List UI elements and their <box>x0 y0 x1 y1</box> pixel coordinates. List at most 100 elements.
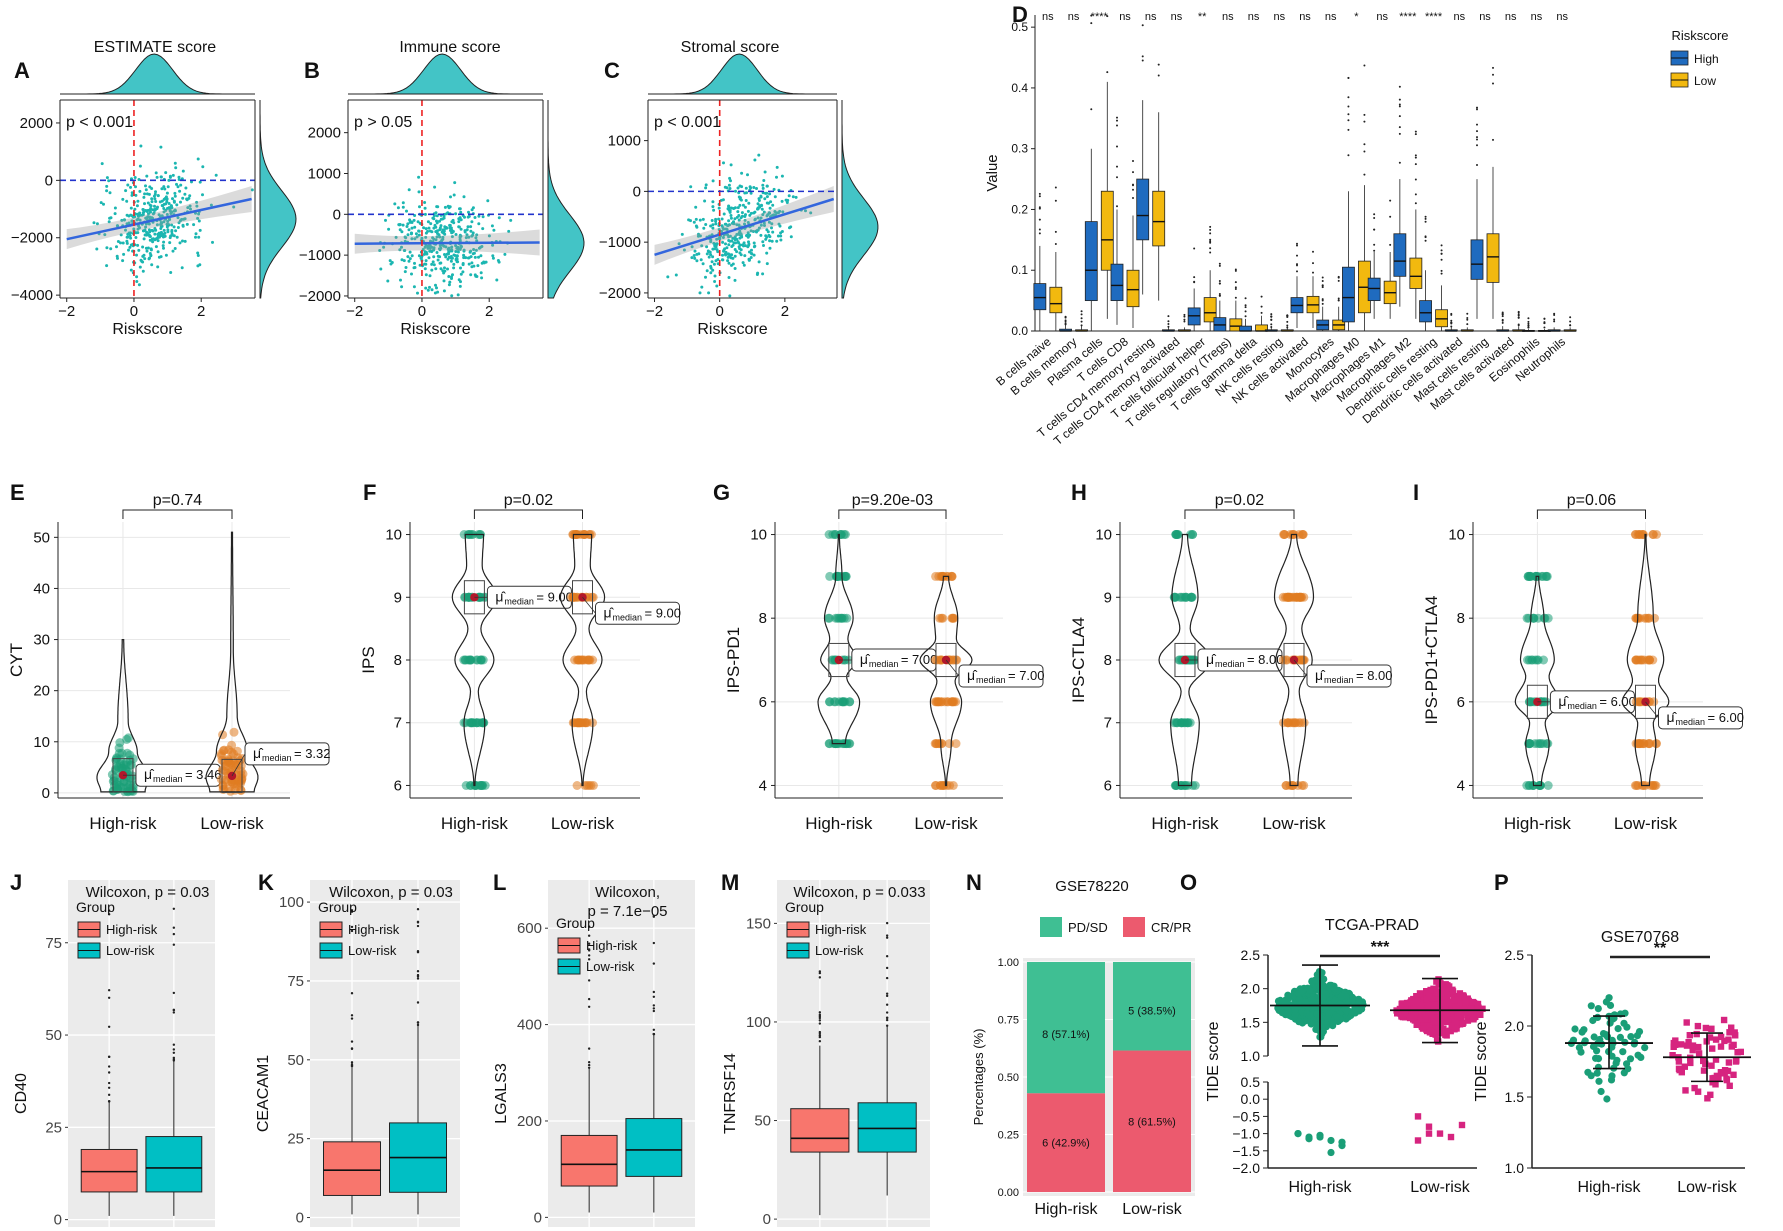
scatter-point <box>711 226 715 230</box>
scatter-point <box>746 209 750 213</box>
scatter-point <box>157 255 161 259</box>
scatter-point <box>457 225 461 229</box>
x-tick-label: High-risk <box>1504 814 1572 833</box>
outlier-point <box>1337 279 1340 282</box>
data-point <box>1305 1135 1313 1143</box>
outlier-point <box>1543 317 1546 320</box>
scatter-point <box>153 232 157 236</box>
jitter-point <box>1169 592 1179 602</box>
data-point <box>1309 996 1317 1004</box>
scatter-point <box>136 199 140 203</box>
scatter-point <box>690 256 694 260</box>
scatter-point <box>407 259 411 263</box>
significance-label: ns <box>1119 11 1131 23</box>
scatter-point <box>715 237 719 241</box>
scatter-point <box>757 226 761 230</box>
scatter-point <box>747 240 750 244</box>
legend-label: High-risk <box>106 922 158 937</box>
data-point <box>1612 1059 1620 1067</box>
jitter-point <box>1536 739 1546 749</box>
legend-label: Low-risk <box>106 943 155 958</box>
scatter-point <box>162 240 166 244</box>
scatter-point <box>161 244 165 248</box>
scatter-point <box>775 175 778 179</box>
scatter-point <box>416 220 420 224</box>
scatter-point <box>780 174 784 178</box>
scatter-point <box>775 239 779 243</box>
scatter-point <box>729 253 732 257</box>
scatter-point <box>712 241 716 245</box>
y-tick-label: −1.0 <box>1232 1126 1260 1142</box>
scatter-point <box>176 216 180 220</box>
outlier-point <box>107 996 111 999</box>
jitter-point <box>1279 530 1289 539</box>
outlier-point <box>587 958 591 961</box>
data-point <box>1726 1029 1733 1036</box>
data-point <box>1702 1024 1710 1032</box>
x-tick-label: −2 <box>646 303 663 320</box>
p-value: p < 0.001 <box>654 114 721 131</box>
scatter-point <box>428 249 432 253</box>
scatter-point <box>739 233 743 237</box>
significance-label: ns <box>1068 11 1080 23</box>
outlier-point <box>1244 315 1247 318</box>
scatter-point <box>156 239 160 243</box>
scatter-point <box>467 262 471 266</box>
data-point <box>1641 1044 1649 1052</box>
scatter-point <box>438 219 441 223</box>
scatter-point <box>714 219 718 223</box>
outlier-point <box>1414 178 1417 181</box>
scatter-point <box>424 286 428 290</box>
scatter-point <box>154 171 158 175</box>
scatter-point <box>765 262 769 266</box>
scatter-point <box>151 229 155 233</box>
scatter-point <box>438 226 442 230</box>
median-value: = 9.00 <box>645 605 682 620</box>
data-point <box>1614 1025 1622 1033</box>
scatter-point <box>477 222 481 226</box>
x-axis-label: Riskscore <box>112 321 182 338</box>
scatter-point <box>417 229 421 233</box>
x-tick-label: High-risk <box>1034 1201 1098 1218</box>
y-tick-label: 0 <box>42 785 50 802</box>
jitter-point <box>1278 655 1288 665</box>
data-point <box>1624 1065 1632 1073</box>
outlier-point <box>1492 138 1494 141</box>
panel-letter: H <box>1071 480 1087 505</box>
y-tick-label: 10 <box>33 734 50 751</box>
outlier-point <box>587 997 591 1001</box>
data-point <box>1319 981 1327 989</box>
outlier-point <box>1106 15 1109 18</box>
data-point <box>1721 1070 1728 1077</box>
scatter-point <box>440 239 443 243</box>
outlier-point <box>587 925 591 928</box>
scatter-point <box>491 254 495 258</box>
jitter-point <box>937 571 947 581</box>
outlier-point <box>1398 98 1401 101</box>
scatter-point <box>701 217 705 221</box>
outlier-point <box>587 979 591 982</box>
scatter-point <box>727 243 731 247</box>
bar-cr-pr <box>1113 1050 1191 1192</box>
outlier-point <box>1080 320 1083 323</box>
outlier-point <box>1347 128 1350 131</box>
significance-label: *** <box>1371 939 1390 956</box>
scatter-point <box>250 188 254 192</box>
outlier-point <box>1527 320 1530 323</box>
scatter-point <box>166 228 170 232</box>
scatter-point <box>703 199 707 203</box>
scatter-point <box>452 253 456 257</box>
scatter-point <box>163 187 167 191</box>
scatter-point <box>744 199 748 202</box>
scatter-point <box>477 214 481 218</box>
outlier-point <box>1440 244 1443 247</box>
jitter-point <box>1525 781 1535 790</box>
scatter-point <box>492 228 496 232</box>
scatter-point <box>390 261 394 264</box>
data-point <box>1424 988 1431 995</box>
scatter-point <box>201 193 204 197</box>
scatter-point <box>430 288 434 292</box>
outlier-point <box>1286 326 1289 329</box>
scatter-point <box>153 204 156 208</box>
outlier-point <box>1209 251 1212 254</box>
